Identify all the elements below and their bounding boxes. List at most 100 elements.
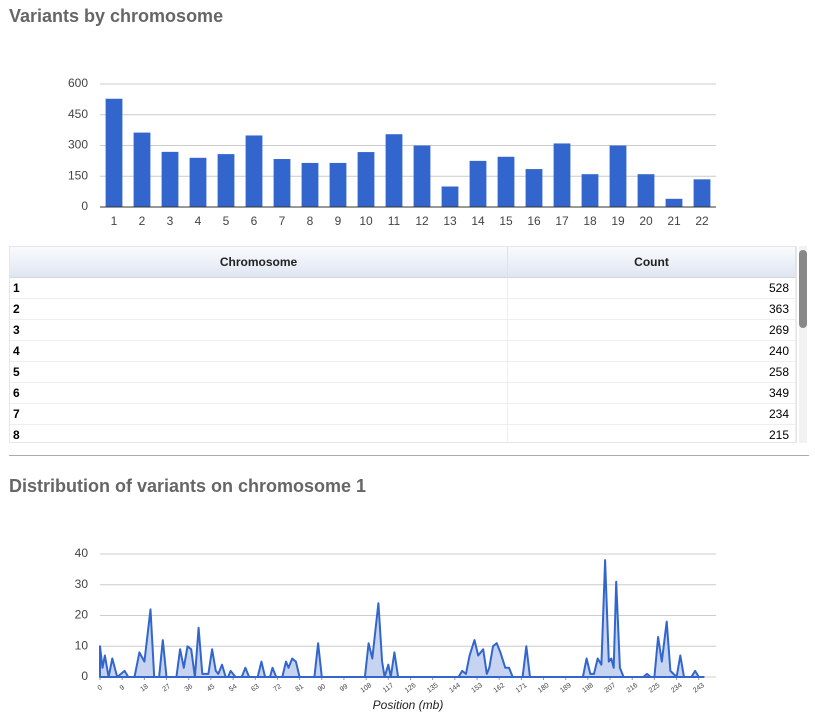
x-tick-label: 16 <box>527 214 541 228</box>
table-row[interactable]: 3 269 <box>10 319 796 341</box>
x-tick-label: 126 <box>404 682 418 694</box>
y-tick-label: 0 <box>81 669 88 683</box>
table-cell: 1 <box>10 277 508 299</box>
table-cell: 215 <box>507 424 796 442</box>
x-tick-label: 17 <box>555 214 569 228</box>
y-tick-label: 40 <box>75 546 89 560</box>
y-tick-label: 600 <box>68 76 88 90</box>
x-tick-label: 72 <box>272 683 282 693</box>
x-tick-label: 171 <box>515 682 529 694</box>
x-tick-label: 11 <box>388 214 401 228</box>
x-tick-label: 12 <box>415 214 429 228</box>
bar <box>133 132 151 207</box>
table-row[interactable]: 8 215 <box>10 424 796 442</box>
table-row[interactable]: 7 234 <box>10 403 796 425</box>
separator <box>9 455 809 456</box>
y-tick-label: 20 <box>75 608 89 622</box>
bar <box>441 186 459 207</box>
table-row[interactable]: 1 528 <box>10 277 796 299</box>
bar <box>385 134 403 207</box>
bar <box>525 169 543 207</box>
x-tick-label: 153 <box>470 682 484 694</box>
x-tick-label: 144 <box>448 682 462 694</box>
x-tick-label: 22 <box>695 214 709 228</box>
header-row: Chromosome Count <box>10 247 796 278</box>
bar <box>329 162 347 207</box>
x-tick-label: 20 <box>639 214 653 228</box>
x-tick-label: 0 <box>97 684 104 692</box>
y-tick-label: 10 <box>75 638 89 652</box>
x-tick-label: 99 <box>339 683 349 693</box>
table-cell: 4 <box>10 340 508 362</box>
bar <box>217 154 235 207</box>
x-tick-label: 18 <box>583 214 597 228</box>
scrollbar[interactable] <box>799 246 807 443</box>
x-tick-label: 9 <box>119 684 126 692</box>
x-tick-label: 117 <box>382 682 395 694</box>
table-cell: 8 <box>10 424 508 442</box>
x-tick-label: 234 <box>670 682 684 694</box>
table-cell: 234 <box>507 403 796 425</box>
x-tick-label: 7 <box>279 214 286 228</box>
x-tick-label: 8 <box>307 214 314 228</box>
x-tick-label: 6 <box>251 214 258 228</box>
table-cell: 3 <box>10 319 508 341</box>
x-tick-label: 19 <box>611 214 625 228</box>
bar <box>273 159 291 207</box>
x-tick-label: 108 <box>360 682 374 694</box>
data-table: Chromosome Count 1 528 2 363 3 269 4 240 5 258 6 34… <box>9 246 797 443</box>
x-tick-label: 14 <box>471 214 485 228</box>
column-header[interactable]: Chromosome <box>10 247 508 278</box>
x-tick-label: 81 <box>295 683 305 693</box>
table-cell: 7 <box>10 403 508 425</box>
y-tick-label: 300 <box>68 138 88 152</box>
x-tick-label: 27 <box>162 683 172 693</box>
table-cell: 258 <box>507 361 796 383</box>
y-tick-label: 150 <box>68 168 88 182</box>
table-row[interactable]: 2 363 <box>10 298 796 320</box>
x-tick-label: 189 <box>559 682 573 694</box>
x-tick-label: 3 <box>167 214 174 228</box>
bar <box>581 174 599 207</box>
x-tick-label: 162 <box>493 682 507 694</box>
bar <box>357 152 375 207</box>
x-tick-label: 225 <box>648 682 662 694</box>
x-tick-label: 1 <box>111 214 118 228</box>
x-tick-label: 45 <box>206 683 216 693</box>
x-tick-label: 216 <box>626 682 640 694</box>
table-cell: 528 <box>507 277 796 299</box>
scroll-thumb[interactable] <box>799 250 807 328</box>
x-tick-label: 180 <box>537 682 551 694</box>
x-tick-label: 36 <box>184 683 194 693</box>
x-tick-label: 15 <box>499 214 513 228</box>
column-header[interactable]: Count <box>507 247 796 278</box>
y-tick-label: 30 <box>75 577 89 591</box>
bar <box>665 198 683 207</box>
bar <box>609 145 627 207</box>
x-tick-label: 9 <box>335 214 342 228</box>
bar <box>413 145 431 207</box>
table-row[interactable]: 5 258 <box>10 361 796 383</box>
x-tick-label: 21 <box>667 214 681 228</box>
chart-title: Variants by chromosome <box>9 6 223 26</box>
chart-title: Distribution of variants on chromosome 1 <box>9 476 366 496</box>
x-tick-label: 4 <box>195 214 202 228</box>
table-row[interactable]: 4 240 <box>10 340 796 362</box>
x-tick-label: 18 <box>139 683 149 693</box>
x-tick-label: 5 <box>223 214 230 228</box>
bar <box>693 179 711 207</box>
bar <box>301 162 319 207</box>
x-tick-label: 198 <box>581 682 595 694</box>
bar <box>161 151 179 207</box>
area <box>99 559 705 678</box>
table-cell: 349 <box>507 382 796 404</box>
x-tick-label: 243 <box>692 682 706 694</box>
y-tick-label: 0 <box>81 199 88 213</box>
table-row[interactable]: 6 349 <box>10 382 796 404</box>
x-tick-label: 2 <box>139 214 146 228</box>
table-cell: 5 <box>10 361 508 383</box>
x-tick-label: 63 <box>250 683 260 693</box>
table-cell: 6 <box>10 382 508 404</box>
